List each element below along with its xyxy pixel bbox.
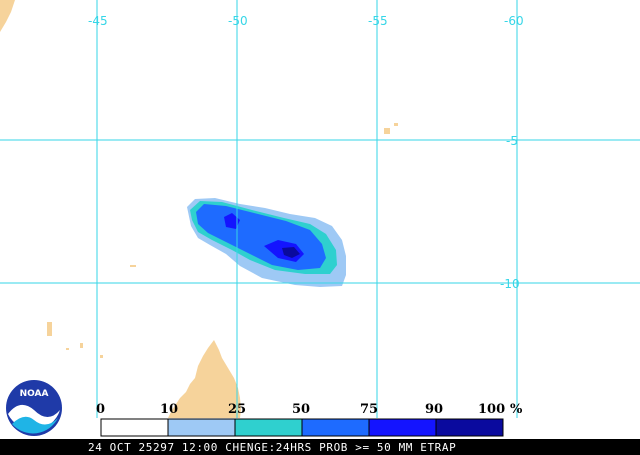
small-islands bbox=[47, 123, 398, 358]
landmass-africa-corner bbox=[0, 0, 15, 32]
latitude-labels: -5 -10 bbox=[500, 134, 520, 291]
legend-tick: 0 bbox=[96, 402, 105, 417]
contour-90-100 bbox=[282, 247, 300, 258]
footer-bar: 24 OCT 25297 12:00 CHENGE:24HRS PROB >= … bbox=[0, 439, 640, 455]
legend-swatch-75-90 bbox=[368, 418, 437, 437]
landmass-madagascar bbox=[168, 340, 241, 418]
legend: 0 10 25 50 75 90 100 % bbox=[96, 402, 523, 437]
legend-swatch-10-25 bbox=[167, 418, 236, 437]
footer-caption: 24 OCT 25297 12:00 CHENGE:24HRS PROB >= … bbox=[88, 441, 456, 454]
legend-tick: 25 bbox=[228, 402, 246, 417]
legend-swatch-0-10 bbox=[100, 418, 169, 437]
lat-label: -5 bbox=[506, 134, 518, 148]
legend-tick: 100 bbox=[478, 402, 505, 417]
lat-label: -10 bbox=[500, 277, 520, 291]
lon-label: -55 bbox=[368, 14, 388, 28]
legend-tick: 75 bbox=[360, 402, 378, 417]
lon-label: -50 bbox=[228, 14, 248, 28]
legend-tick: 50 bbox=[292, 402, 310, 417]
longitude-labels: -45 -50 -55 -60 bbox=[88, 14, 524, 28]
legend-swatch-90-100 bbox=[435, 418, 504, 437]
lon-label: -45 bbox=[88, 14, 108, 28]
legend-tick: 10 bbox=[160, 402, 178, 417]
noaa-logo: NOAA bbox=[4, 378, 64, 438]
contour-75-90 bbox=[224, 213, 240, 229]
map-grid bbox=[0, 0, 640, 418]
legend-swatch-50-75 bbox=[301, 418, 370, 437]
legend-unit: % bbox=[510, 402, 523, 417]
logo-text: NOAA bbox=[20, 389, 49, 399]
legend-tick: 90 bbox=[425, 402, 443, 417]
lon-label: -60 bbox=[504, 14, 524, 28]
legend-swatch-25-50 bbox=[234, 418, 303, 437]
probability-contours bbox=[187, 198, 346, 287]
